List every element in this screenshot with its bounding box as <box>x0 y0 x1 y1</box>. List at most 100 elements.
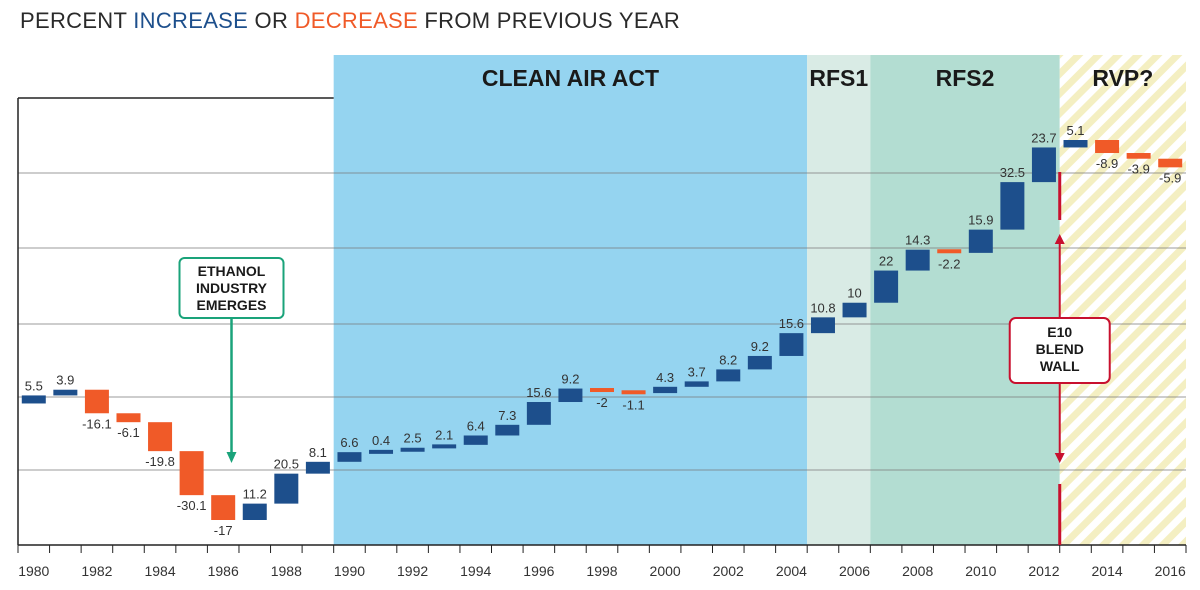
data-label-2012: 23.7 <box>1031 130 1056 145</box>
bar-2011 <box>1000 182 1025 230</box>
ethanol-callout-line-0: ETHANOL <box>198 263 266 279</box>
ethanol-arrow-head <box>226 452 237 463</box>
x-tick-label-2004: 2004 <box>776 563 807 579</box>
bar-2007 <box>874 270 899 303</box>
bar-1991 <box>369 449 394 454</box>
bar-2012 <box>1031 147 1056 183</box>
region-rvp <box>1059 55 1186 545</box>
data-label-2000: 4.3 <box>656 370 674 385</box>
x-tick-label-1992: 1992 <box>397 563 428 579</box>
data-label-2016: -5.9 <box>1159 170 1181 185</box>
data-label-1986: -17 <box>214 523 233 538</box>
bar-2004 <box>779 333 804 356</box>
e10-callout-box <box>1008 317 1111 384</box>
bar-2016 <box>1158 158 1183 168</box>
bar-2001 <box>684 381 709 387</box>
data-label-1991: 0.4 <box>372 433 390 448</box>
x-tick-label-2010: 2010 <box>965 563 996 579</box>
data-label-2014: -8.9 <box>1096 156 1118 171</box>
x-tick-label-1988: 1988 <box>271 563 302 579</box>
data-label-2006: 10 <box>847 286 861 301</box>
bar-1995 <box>495 424 520 436</box>
x-tick-label-1980: 1980 <box>18 563 49 579</box>
data-label-1996: 15.6 <box>526 385 551 400</box>
bar-1999 <box>621 390 646 395</box>
x-tick-label-1998: 1998 <box>586 563 617 579</box>
x-tick-label-1982: 1982 <box>81 563 112 579</box>
data-label-2007: 22 <box>879 254 893 269</box>
bar-2010 <box>968 229 993 253</box>
bar-2009 <box>937 249 962 254</box>
bar-1990 <box>337 452 362 462</box>
title-increase-word: INCREASE <box>133 8 249 33</box>
title-suffix: FROM PREVIOUS YEAR <box>418 8 681 33</box>
data-label-2013: 5.1 <box>1066 123 1084 138</box>
data-label-2010: 15.9 <box>968 213 993 228</box>
data-label-1997: 9.2 <box>561 372 579 387</box>
bar-1987 <box>242 503 267 520</box>
data-label-2003: 9.2 <box>751 339 769 354</box>
bar-1984 <box>148 422 173 452</box>
title-decrease-word: DECREASE <box>294 8 418 33</box>
ethanol-callout-line-1: INDUSTRY <box>196 280 268 296</box>
e10-callout-line-1: BLEND <box>1036 341 1084 357</box>
e10-arrow-up-head <box>1054 234 1065 244</box>
region-label-1: RFS1 <box>809 65 868 91</box>
bar-2000 <box>653 386 678 394</box>
x-tick-label-1996: 1996 <box>523 563 554 579</box>
bar-2005 <box>810 317 835 334</box>
bar-1996 <box>526 402 551 425</box>
data-label-2009: -2.2 <box>938 256 960 271</box>
data-label-2005: 10.8 <box>810 300 835 315</box>
title-prefix: PERCENT <box>20 8 134 33</box>
data-label-1993: 2.1 <box>435 427 453 442</box>
data-label-1980: 5.5 <box>25 378 43 393</box>
x-tick-label-1990: 1990 <box>334 563 365 579</box>
data-label-1998: -2 <box>596 395 608 410</box>
chart-title: PERCENT INCREASE OR DECREASE FROM PREVIO… <box>20 8 680 34</box>
region-rfs2 <box>870 55 1060 545</box>
data-label-1999: -1.1 <box>622 397 644 412</box>
data-label-2004: 15.6 <box>779 316 804 331</box>
x-tick-label-1986: 1986 <box>208 563 239 579</box>
bar-2014 <box>1095 140 1120 154</box>
data-label-1990: 6.6 <box>340 435 358 450</box>
bar-1989 <box>305 461 330 474</box>
data-label-2015: -3.9 <box>1127 162 1149 177</box>
region-label-2: RFS2 <box>936 65 995 91</box>
data-label-1985: -30.1 <box>177 498 207 513</box>
data-label-1984: -19.8 <box>145 454 175 469</box>
bar-1992 <box>400 447 425 452</box>
x-tick-label-1984: 1984 <box>144 563 175 579</box>
bar-1988 <box>274 473 299 504</box>
region-label-0: CLEAN AIR ACT <box>482 65 659 91</box>
bar-1993 <box>432 444 457 449</box>
e10-arrow-down-head <box>1054 453 1065 463</box>
title-middle: OR <box>248 8 295 33</box>
bar-1981 <box>53 389 78 396</box>
region-clean-air-act <box>333 55 808 545</box>
bar-1986 <box>211 495 236 520</box>
e10-callout-line-2: WALL <box>1040 358 1080 374</box>
bar-2003 <box>747 355 772 370</box>
data-label-1988: 20.5 <box>274 457 299 472</box>
bar-1980 <box>21 395 46 404</box>
bar-2002 <box>716 369 741 382</box>
data-label-1983: -6.1 <box>117 425 139 440</box>
data-label-1995: 7.3 <box>498 408 516 423</box>
data-label-1982: -16.1 <box>82 416 112 431</box>
data-label-2008: 14.3 <box>905 233 930 248</box>
x-tick-label-2000: 2000 <box>650 563 681 579</box>
data-label-2001: 3.7 <box>688 364 706 379</box>
data-label-1989: 8.1 <box>309 445 327 460</box>
bar-1998 <box>590 388 614 393</box>
region-rfs1 <box>807 55 871 545</box>
x-tick-label-2012: 2012 <box>1028 563 1059 579</box>
x-tick-label-1994: 1994 <box>460 563 491 579</box>
x-tick-label-2008: 2008 <box>902 563 933 579</box>
bar-2013 <box>1063 140 1088 148</box>
bar-1982 <box>84 389 109 414</box>
data-label-1992: 2.5 <box>404 431 422 446</box>
data-label-2002: 8.2 <box>719 352 737 367</box>
